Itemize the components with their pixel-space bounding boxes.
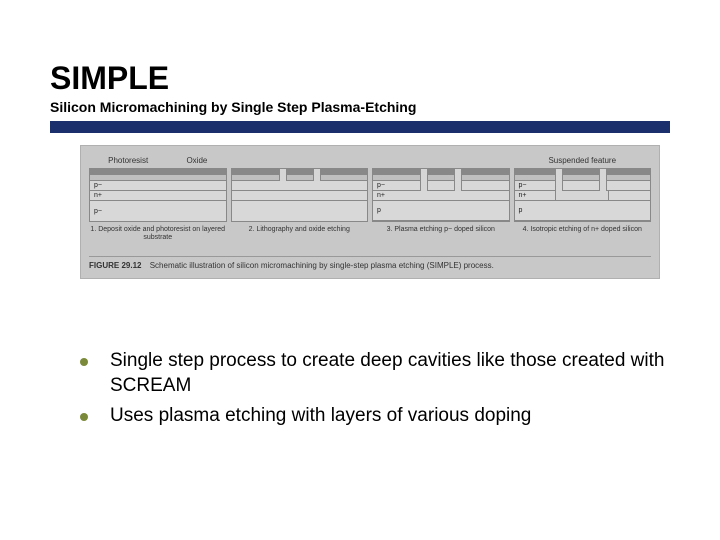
layer-p: p− <box>90 201 226 221</box>
page-title: SIMPLE <box>50 60 670 97</box>
divider-bar <box>50 121 670 133</box>
layer-n-plus: n+ <box>90 191 226 201</box>
layer-p-minus: p− <box>90 181 226 191</box>
panel-3: p− n+ p 3. Plasma etching p− doped silic… <box>372 156 510 250</box>
figure-number: FIGURE 29.12 <box>89 261 141 270</box>
bullet-icon <box>80 413 88 421</box>
figure-caption-row: FIGURE 29.12 Schematic illustration of s… <box>89 256 651 270</box>
label-suspended: Suspended feature <box>548 156 616 166</box>
panel-2-caption: 2. Lithography and oxide etching <box>249 226 350 250</box>
figure-caption-text: Schematic illustration of silicon microm… <box>150 261 494 270</box>
label-photoresist: Photoresist <box>108 156 148 166</box>
bullet-text-1: Single step process to create deep cavit… <box>110 349 670 398</box>
panel-4: Suspended feature p− n+ p 4. Isotropic e… <box>514 156 652 250</box>
figure-scan: Photoresist Oxide p− n+ p− 1. Deposit ox… <box>80 145 660 279</box>
panel-3-caption: 3. Plasma etching p− doped silicon <box>387 226 495 250</box>
bullet-text-2: Uses plasma etching with layers of vario… <box>110 404 531 429</box>
slide: SIMPLE Silicon Micromachining by Single … <box>0 0 720 475</box>
list-item: Uses plasma etching with layers of vario… <box>80 404 670 429</box>
diagram-row: Photoresist Oxide p− n+ p− 1. Deposit ox… <box>89 156 651 250</box>
panel-4-caption: 4. Isotropic etching of n+ doped silicon <box>523 226 642 250</box>
label-oxide: Oxide <box>186 156 207 166</box>
bullet-list: Single step process to create deep cavit… <box>50 349 670 429</box>
list-item: Single step process to create deep cavit… <box>80 349 670 398</box>
panel-2: 2. Lithography and oxide etching <box>231 156 369 250</box>
panel-1-caption: 1. Deposit oxide and photoresist on laye… <box>89 226 227 250</box>
bullet-icon <box>80 358 88 366</box>
page-subtitle: Silicon Micromachining by Single Step Pl… <box>50 99 670 115</box>
panel-1: Photoresist Oxide p− n+ p− 1. Deposit ox… <box>89 156 227 250</box>
